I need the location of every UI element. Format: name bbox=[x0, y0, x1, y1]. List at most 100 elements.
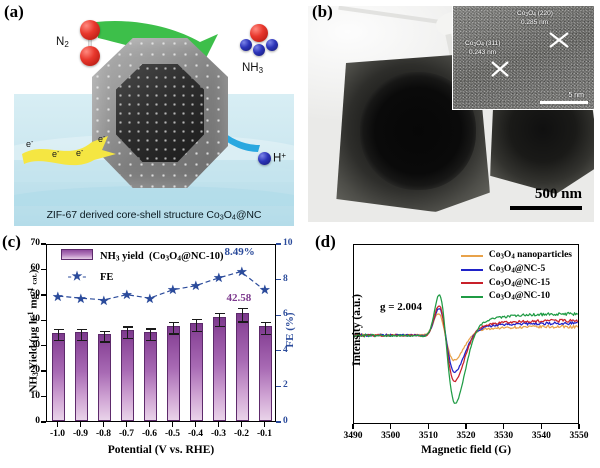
epr-x-tick-3490 bbox=[352, 424, 354, 429]
error-cap--0.1-low bbox=[260, 333, 271, 335]
epr-curves bbox=[354, 294, 578, 404]
x-tick--0.8 bbox=[102, 422, 105, 427]
error-bar--0.6 bbox=[149, 328, 152, 341]
proton-label: H+ bbox=[273, 151, 286, 165]
x-tick-label--0.5: -0.5 bbox=[164, 429, 181, 439]
electron-flow-ribbon bbox=[22, 136, 116, 166]
fe-star--0.3: ★ bbox=[213, 270, 225, 286]
error-bar--0.4 bbox=[195, 318, 198, 331]
y2-tick-label-0: 0 bbox=[283, 416, 288, 426]
error-cap--0.7-high bbox=[122, 326, 133, 328]
legend-marker-fe-icon: -★- bbox=[67, 268, 87, 283]
y-tick-label-50: 50 bbox=[30, 288, 41, 299]
y-tick-60 bbox=[41, 268, 46, 271]
epr-legend-label-3: Co3O4@NC-10 bbox=[488, 291, 550, 302]
epr-trace-1 bbox=[354, 308, 578, 374]
inset-spacing-label-311: 0.243 nm bbox=[469, 49, 497, 56]
error-bar--0.3 bbox=[218, 312, 221, 326]
x-tick-label--0.1: -0.1 bbox=[256, 429, 273, 439]
fe-star--0.6: ★ bbox=[144, 290, 156, 306]
panel-b-tag: (b) bbox=[312, 2, 333, 21]
error-bar--0.8 bbox=[103, 330, 106, 342]
nh3-nitrogen-atom bbox=[250, 24, 268, 42]
annotation-yield-max: 42.58 bbox=[226, 292, 252, 305]
core-pores bbox=[116, 64, 204, 162]
epr-legend-label-0: Co3O4 nanoparticles bbox=[488, 250, 572, 261]
x-tick--0.9 bbox=[79, 422, 82, 427]
epr-trace-3 bbox=[354, 294, 578, 404]
epr-x-tick-3540 bbox=[540, 424, 543, 429]
x-tick--0.5 bbox=[171, 422, 174, 427]
y-axis-left-title: NH3 Yield (µg h-1 mg-1 cat.) bbox=[25, 269, 41, 393]
fe-dashed-line bbox=[58, 270, 264, 301]
wave-3 bbox=[14, 186, 294, 206]
legend-label-nh3-yield: NH3 yield (Co3O4@NC-10) bbox=[100, 251, 224, 263]
y-tick-30 bbox=[41, 345, 46, 347]
nh3-hydrogen-atom-1 bbox=[240, 39, 252, 51]
error-cap--0.6-low bbox=[145, 340, 156, 342]
error-cap--0.9-high bbox=[76, 328, 87, 331]
core-shell-polyhedron bbox=[92, 38, 228, 188]
epr-y-axis-title: Intensity (a.u.) bbox=[351, 294, 363, 366]
x-tick-label--0.7: -0.7 bbox=[118, 429, 135, 439]
error-cap--1.0-low bbox=[53, 340, 64, 342]
epr-legend-label-1: Co3O4@NC-5 bbox=[488, 263, 546, 275]
error-bar--0.5 bbox=[172, 322, 175, 334]
schematic-caption: ZIF-67 derived core-shell structure Co3O… bbox=[46, 209, 262, 222]
inset-plane-label-311: Co3O4 (311) bbox=[465, 40, 501, 49]
schematic-canvas: N2 NH3 H+ e- e- e- e- ZIF-67 derived cor… bbox=[14, 8, 294, 226]
y-tick-label-70: 70 bbox=[30, 238, 41, 248]
epr-x-tick-3500 bbox=[389, 424, 392, 429]
n2-label: N2 bbox=[56, 36, 69, 49]
epr-x-tick-3510 bbox=[427, 424, 430, 429]
y-tick-label-60: 60 bbox=[30, 263, 41, 274]
error-cap--0.5-high bbox=[168, 322, 179, 324]
proton-atom bbox=[258, 152, 271, 165]
y2-tick-label-2: 2 bbox=[283, 380, 288, 391]
annotation-g-factor: g = 2.004 bbox=[380, 301, 423, 313]
x-tick-label--0.2: -0.2 bbox=[233, 429, 250, 439]
epr-legend-line-2 bbox=[460, 282, 483, 285]
legend-swatch-nh3-yield bbox=[61, 249, 93, 260]
panel-c-tag: (c) bbox=[2, 232, 21, 251]
inset-scale-bar-label: 5 nm bbox=[568, 92, 584, 99]
x-tick--0.4 bbox=[194, 422, 197, 427]
error-cap--0.2-low bbox=[237, 321, 248, 323]
error-cap--0.1-high bbox=[260, 321, 271, 323]
bar-chart-plot-area: ★ ★ ★ ★ ★ ★ ★ ★ ★ ★ NH3 yield (Co3O4@NC-10) -★- FE… bbox=[46, 244, 276, 422]
epr-legend-entry-0: Co3O4 nanoparticles bbox=[460, 249, 572, 263]
error-cap--0.4-high bbox=[191, 318, 202, 320]
hrtem-inset: Co3O4 (220) 0.285 nm Co3O4 (311) 0.243 n… bbox=[452, 6, 594, 110]
x-tick-label--1.0: -1.0 bbox=[49, 429, 66, 439]
y-axis-right-title: FE (%) bbox=[284, 312, 296, 348]
error-cap--0.6-high bbox=[145, 328, 156, 330]
epr-legend-line-1 bbox=[460, 268, 483, 271]
error-cap--0.9-low bbox=[76, 339, 87, 341]
n2-bond bbox=[88, 36, 92, 50]
y-tick-70 bbox=[41, 243, 46, 245]
panel-d-tag: (d) bbox=[315, 232, 336, 251]
nh3-hydrogen-atom-3 bbox=[266, 39, 278, 51]
fe-star--0.7: ★ bbox=[121, 287, 133, 303]
x-tick--1.0 bbox=[56, 422, 59, 427]
annotation-fe-max: 8.49% bbox=[224, 245, 255, 258]
y2-tick-4 bbox=[276, 350, 281, 352]
y2-tick-0 bbox=[276, 421, 281, 423]
y-tick-0 bbox=[41, 421, 46, 423]
electron-label-4: e- bbox=[98, 134, 106, 144]
inset-plane-label-220: Co3O4 (220) bbox=[517, 10, 553, 19]
legend-entry-fe: -★- FE bbox=[61, 269, 224, 284]
panel-c-chart: (c) ★ ★ ★ ★ ★ ★ ★ ★ ★ ★ NH3 yield (Co3O4@NC-10) -… bbox=[0, 232, 305, 468]
y2-tick-label-6: 6 bbox=[283, 309, 288, 320]
epr-x-tick-3520 bbox=[465, 424, 467, 429]
x-tick--0.3 bbox=[217, 422, 220, 427]
hrtem-lattice-texture bbox=[453, 6, 594, 109]
y-tick-label-0: 0 bbox=[35, 416, 40, 426]
error-bar--0.9 bbox=[80, 328, 83, 340]
y-tick-label-10: 10 bbox=[30, 390, 41, 401]
y2-tick-label-10: 10 bbox=[283, 238, 293, 248]
electron-label-1: e- bbox=[26, 139, 34, 149]
legend-label-fe: FE bbox=[100, 271, 114, 283]
panel-a-schematic: (a) bbox=[0, 0, 300, 232]
